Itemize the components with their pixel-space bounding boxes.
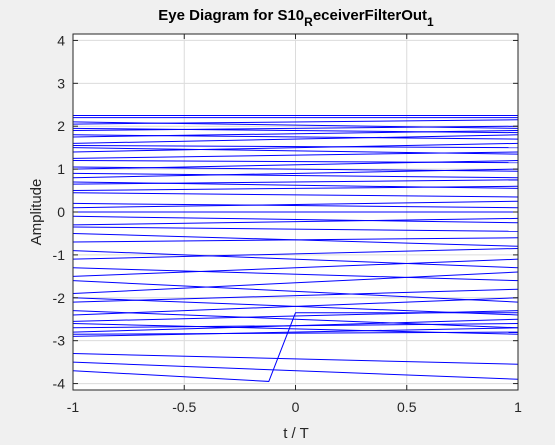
eye-trace: [72, 271, 519, 294]
series-group: [72, 114, 519, 382]
y-tick-label: 4: [57, 32, 65, 48]
eye-trace: [72, 310, 519, 329]
eye-trace: [72, 280, 519, 303]
x-tick-label: 1: [514, 399, 522, 415]
eye-trace: [72, 217, 519, 226]
eye-trace: [72, 250, 519, 269]
eye-trace: [72, 288, 519, 303]
title-subscript-1: R: [304, 15, 313, 29]
eye-trace: [72, 237, 519, 243]
eye-trace: [72, 134, 519, 144]
eye-trace: [72, 192, 519, 198]
y-tick-label: -3: [53, 333, 66, 349]
eye-trace: [72, 247, 519, 260]
eye-trace: [72, 258, 519, 277]
eye-trace: [72, 327, 519, 337]
eye-trace: [72, 172, 519, 179]
y-tick-label: -4: [53, 376, 66, 392]
eye-trace: [72, 353, 519, 365]
eye-trace: [72, 145, 519, 149]
eye-trace: [72, 160, 519, 170]
y-tick-label: -2: [53, 290, 66, 306]
ticks: -1 -0.5 0 0.5 1 -4 -3 -2 -1 0 1 2 3 4: [53, 32, 523, 415]
y-tick-label: 1: [57, 161, 65, 177]
eye-trace: [72, 125, 519, 132]
eye-trace: [72, 318, 519, 333]
eye-trace: [72, 185, 519, 192]
eye-trace: [72, 142, 519, 153]
x-tick-label: 0: [292, 399, 300, 415]
chart-title: Eye Diagram for S10ReceiverFilterOut1: [158, 7, 434, 29]
y-tick-label: 2: [57, 118, 65, 134]
y-axis-label: Amplitude: [28, 179, 45, 246]
y-tick-label: -1: [53, 247, 66, 263]
x-tick-label: 0.5: [397, 399, 417, 415]
x-tick-label: -0.5: [172, 399, 196, 415]
eye-trace: [72, 168, 519, 179]
eye-trace: [72, 267, 519, 282]
eye-trace: [72, 119, 519, 125]
eye-trace: [72, 202, 519, 209]
title-subscript-2: 1: [427, 15, 434, 29]
x-axis-label: t / T: [283, 425, 309, 442]
eye-trace: [72, 151, 519, 159]
y-tick-label: 3: [57, 75, 65, 91]
eye-trace: [72, 361, 519, 380]
x-tick-label: -1: [67, 399, 80, 415]
eye-trace: [72, 200, 519, 209]
eye-trace: [72, 179, 519, 185]
y-tick-label: 0: [57, 204, 65, 220]
eye-trace: [72, 226, 519, 232]
eye-trace: [72, 215, 519, 224]
eye-trace: [72, 297, 519, 316]
eye-trace: [72, 331, 519, 335]
eye-trace: [72, 130, 519, 138]
eye-trace: [72, 312, 518, 382]
